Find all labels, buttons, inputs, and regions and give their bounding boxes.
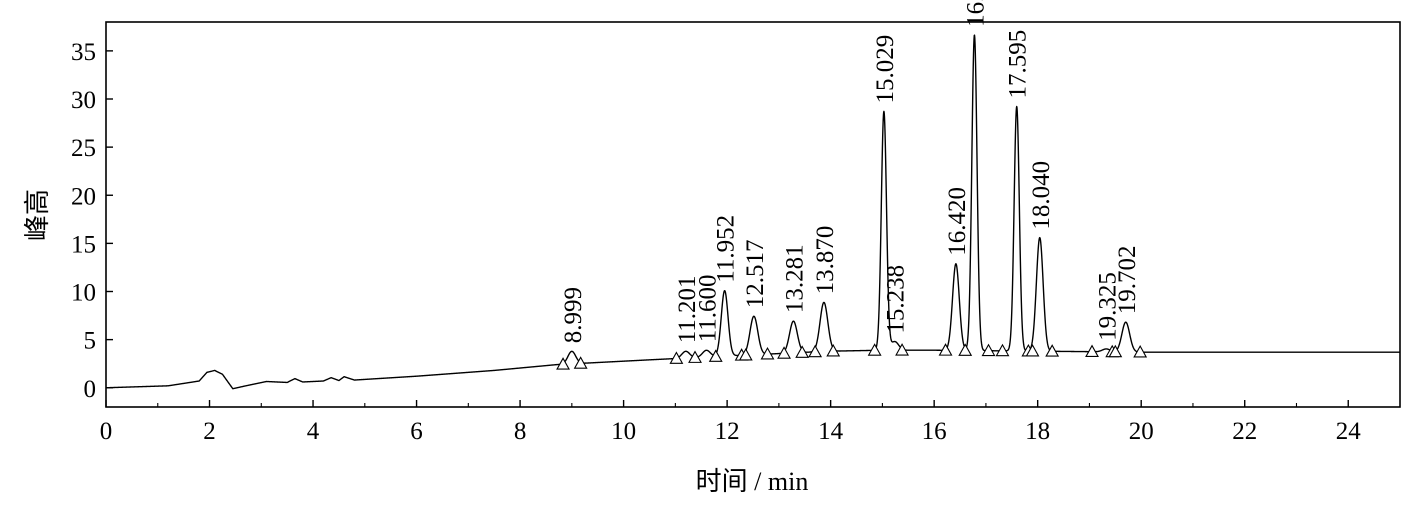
y-tick-label: 20 [71,183,96,210]
integration-marker [1025,343,1040,357]
peak-label: 12.517 [742,239,769,308]
plot-frame [105,21,1401,408]
x-tick-label: 0 [100,418,113,445]
x-axis-title: 时间 / min [696,467,809,496]
integration-marker [995,343,1010,357]
peak-label: 15.238 [883,265,910,334]
peak-label: 19.325 [1094,272,1121,341]
integration-marker [795,345,810,358]
integration-marker [777,346,791,359]
integration-marker [1045,344,1060,357]
peak-label: 17.595 [1005,30,1032,99]
x-tick-label: 8 [514,418,527,445]
x-tick-label: 14 [818,418,844,445]
x-tick-label: 4 [307,418,320,445]
integration-marker [981,343,996,357]
integration-marker [1085,344,1099,358]
peak-label: 16.420 [944,187,971,256]
y-axis-title: 峰高 [23,189,52,241]
x-tick-label: 20 [1129,418,1154,445]
integration-marker [1133,344,1148,358]
peak-label: 8.999 [560,287,587,343]
integration-marker [669,351,684,364]
x-tick-label: 10 [611,418,636,445]
integration-marker [958,343,973,356]
x-tick-label: 24 [1336,418,1362,445]
trace-layer [105,34,1401,390]
x-tick-label: 12 [715,418,740,445]
integration-marker [760,346,775,360]
y-tick-label: 25 [71,135,96,162]
integration-marker [808,344,823,358]
peak-label: 11.600 [694,274,721,342]
integration-marker [573,356,588,369]
y-axis-ticks: 0 5 10 15 20 25 30 35 [71,39,113,403]
peak-label: 13.281 [781,244,808,313]
x-tick-label: 6 [410,418,423,445]
integration-marker [895,343,910,356]
peak-label: 19.702 [1114,245,1141,314]
x-tick-label: 16 [922,418,947,445]
x-axis-ticks: 0 2 4 6 8 10 12 14 16 18 20 22 24 [100,400,1361,445]
peak-label: 11.201 [674,275,701,343]
peak-label: 13.870 [812,226,839,295]
integration-marker [708,349,723,362]
y-tick-label: 5 [84,328,97,355]
plot-border [105,21,1401,408]
integration-marker [1108,344,1123,358]
integration-marker [688,350,702,363]
integration-marker [556,357,570,370]
y-tick-label: 15 [71,231,96,258]
peak-label: 15.029 [872,35,899,104]
integration-marker [867,343,882,356]
x-tick-label: 18 [1025,418,1050,445]
y-tick-label: 30 [71,87,96,114]
peak-label: 11.952 [713,215,740,283]
integration-marker [826,343,841,357]
peak-label: 18.040 [1028,161,1055,230]
x-tick-label: 22 [1232,418,1257,445]
y-tick-label: 10 [71,280,96,307]
x-tick-label: 2 [203,418,216,445]
peak-label: 16.778 [962,0,989,27]
y-tick-label: 0 [84,376,97,403]
chromatogram-trace [105,34,1401,390]
y-tick-label: 35 [71,39,96,66]
integration-markers [556,343,1148,370]
integration-marker [738,347,753,361]
integration-marker [938,343,953,356]
